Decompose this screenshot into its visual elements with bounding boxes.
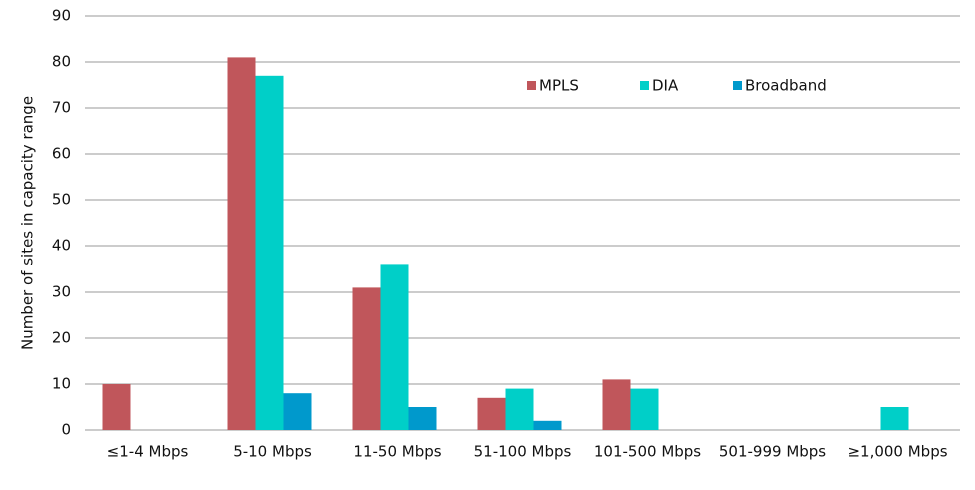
x-tick-label: 51-100 Mbps <box>474 443 572 461</box>
y-tick-label: 10 <box>52 375 71 393</box>
x-tick-label: 11-50 Mbps <box>353 443 441 461</box>
bar <box>352 287 381 430</box>
x-tick-label: 5-10 Mbps <box>233 443 312 461</box>
legend-swatch <box>527 81 536 90</box>
y-tick-label: 70 <box>52 99 71 117</box>
bar <box>880 407 909 430</box>
x-tick-label: 501-999 Mbps <box>719 443 826 461</box>
bar <box>283 393 312 430</box>
bar <box>380 264 409 430</box>
y-tick-label: 0 <box>61 421 71 439</box>
legend-swatch <box>640 81 649 90</box>
bar <box>102 384 131 430</box>
y-tick-label: 20 <box>52 329 71 347</box>
bar <box>602 379 631 430</box>
bar <box>630 388 659 430</box>
y-tick-label: 50 <box>52 191 71 209</box>
legend-label: DIA <box>652 77 679 95</box>
bar <box>533 420 562 430</box>
y-tick-label: 80 <box>52 53 71 71</box>
bar <box>227 57 256 431</box>
y-tick-label: 60 <box>52 145 71 163</box>
legend-label: MPLS <box>539 77 579 95</box>
bar <box>505 388 534 430</box>
bar <box>477 397 506 430</box>
y-tick-label: 30 <box>52 283 71 301</box>
y-axis-label: Number of sites in capacity range <box>19 96 37 350</box>
y-tick-label: 40 <box>52 237 71 255</box>
y-tick-label: 90 <box>52 7 71 25</box>
bar <box>408 407 437 430</box>
x-tick-label: ≤1-4 Mbps <box>107 443 189 461</box>
legend-label: Broadband <box>745 77 827 95</box>
x-tick-label: ≥1,000 Mbps <box>847 443 947 461</box>
bar <box>255 75 284 431</box>
legend-swatch <box>733 81 742 90</box>
x-tick-label: 101-500 Mbps <box>594 443 701 461</box>
